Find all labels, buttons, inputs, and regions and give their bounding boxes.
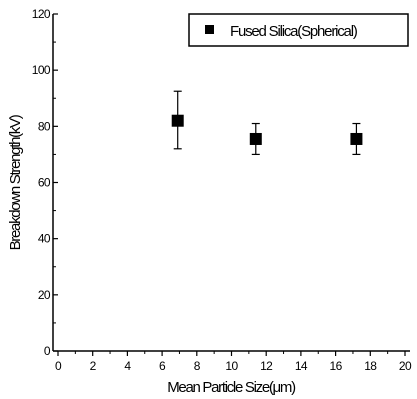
- x-tick-label: 14: [295, 359, 308, 373]
- legend-label: Fused Silica(Spherical): [230, 23, 358, 40]
- data-point: [350, 132, 363, 145]
- legend-box: [188, 13, 409, 47]
- plot-area: [52, 14, 410, 352]
- legend-marker-square: [205, 25, 214, 34]
- series-layer: [171, 90, 363, 156]
- x-tick-label: 6: [159, 359, 166, 373]
- legend: Fused Silica(Spherical): [188, 13, 409, 47]
- x-tick-label: 4: [124, 359, 131, 373]
- y-axis-title: Breakdown Strength(kV): [7, 114, 24, 250]
- x-tick-label: 10: [225, 359, 238, 373]
- data-point: [171, 114, 184, 127]
- x-tick-label: 8: [194, 359, 201, 373]
- x-tick-label: 0: [55, 359, 62, 373]
- x-axis-title: Mean Particle Size(μm): [167, 379, 296, 396]
- y-tick-label: 60: [38, 176, 51, 190]
- x-tick-label: 2: [90, 359, 97, 373]
- y-axis-ticks: 0 20 40 60 80 100 120: [32, 7, 58, 358]
- data-point: [249, 132, 262, 145]
- x-tick-label: 18: [364, 359, 377, 373]
- y-tick-label: 80: [38, 119, 51, 133]
- x-tick-label: 12: [260, 359, 273, 373]
- y-tick-label: 100: [32, 63, 51, 77]
- x-tick-label: 20: [399, 359, 412, 373]
- y-tick-label: 40: [38, 232, 51, 246]
- y-tick-label: 0: [44, 344, 51, 358]
- y-tick-label: 120: [32, 7, 51, 21]
- x-tick-label: 16: [330, 359, 343, 373]
- x-axis-ticks: 0 2 4 6 8 10 12 14 16 18 20: [55, 351, 413, 373]
- y-tick-label: 20: [38, 288, 51, 302]
